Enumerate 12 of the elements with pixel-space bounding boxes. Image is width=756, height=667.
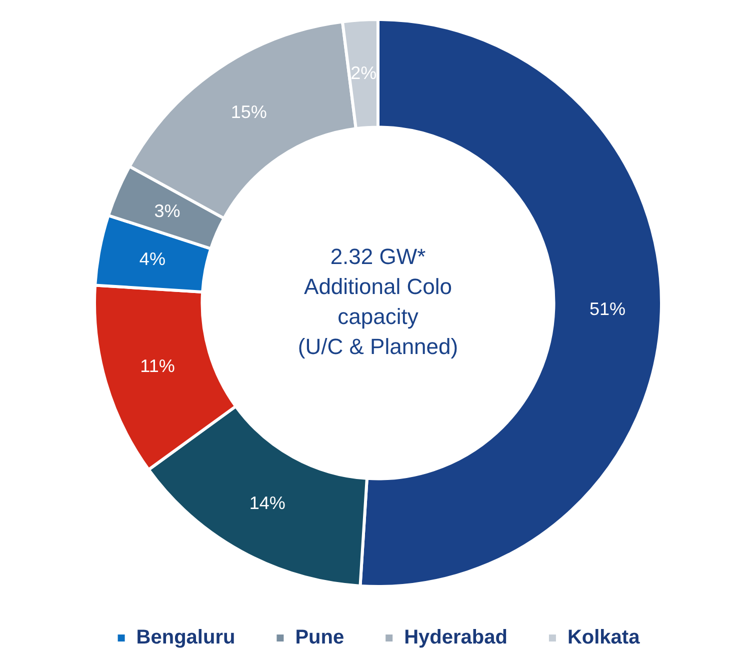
data-label: 4%	[139, 248, 166, 269]
legend-label: Hyderabad	[404, 626, 508, 649]
data-label: 2%	[350, 62, 377, 83]
data-label: 15%	[230, 102, 267, 122]
legend-label: Bengaluru	[136, 626, 236, 649]
text: 2.32 GW* Additional Colo capacity (U/C & Planned)	[298, 244, 458, 360]
data-label: 51%	[590, 299, 626, 320]
data-label: 11%	[140, 356, 175, 376]
data-label: 14%	[249, 493, 286, 514]
legend-label: Pune	[295, 626, 344, 649]
data-label: 3%	[154, 200, 180, 221]
legend-label: Kolkata	[567, 626, 641, 649]
